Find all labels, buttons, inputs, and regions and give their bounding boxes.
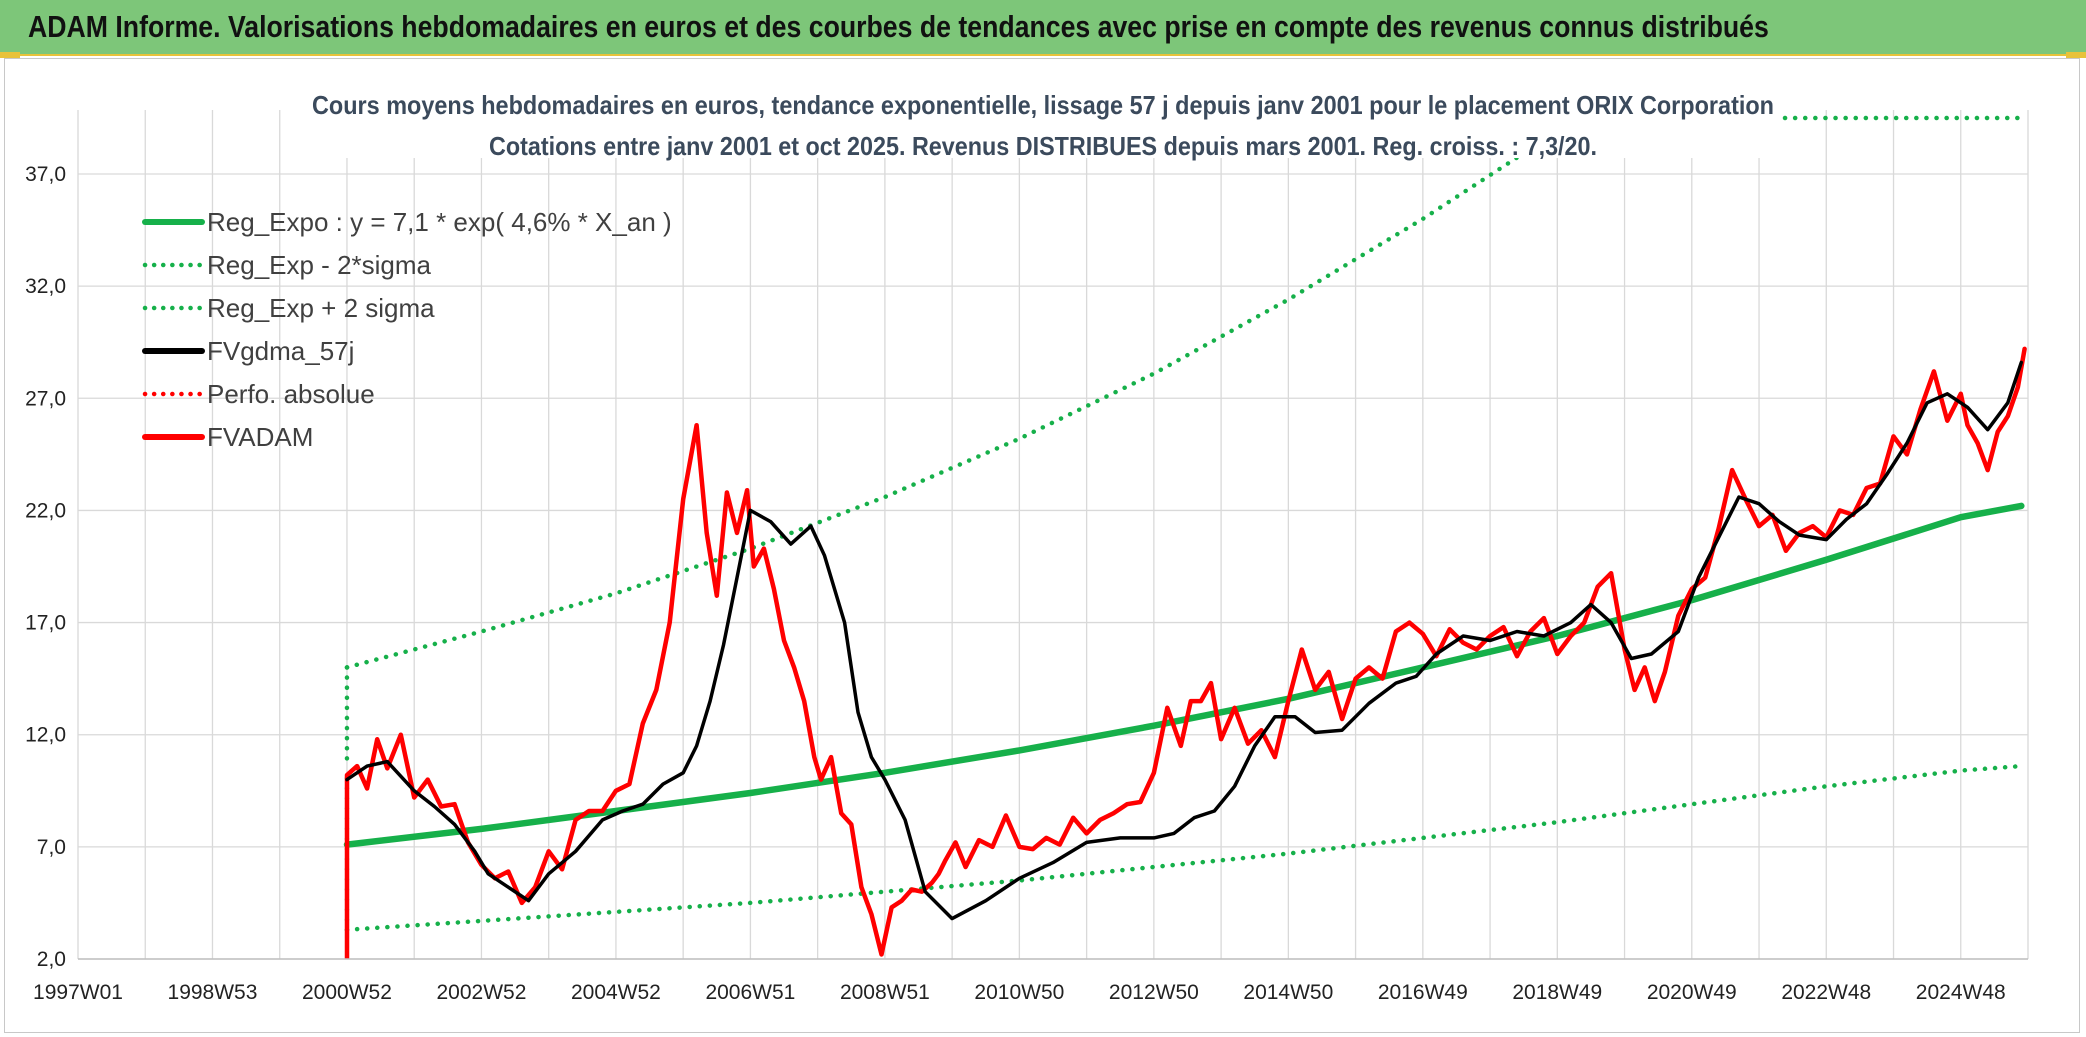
x-tick-label: 2016W49 bbox=[1378, 981, 1468, 1004]
x-tick-label: 2004W52 bbox=[571, 981, 661, 1004]
y-tick-label: 2,0 bbox=[37, 948, 66, 971]
x-tick-label: 2018W49 bbox=[1512, 981, 1602, 1004]
series-line-reg-expo bbox=[343, 502, 2025, 848]
report-header: ADAM Informe. Valorisations hebdomadaire… bbox=[0, 0, 2086, 56]
x-tick-label: 2000W52 bbox=[302, 981, 392, 1004]
x-tick-label: 2022W48 bbox=[1781, 981, 1871, 1004]
series-line-fvgdma-57j bbox=[345, 360, 2024, 921]
chart-frame bbox=[4, 58, 2080, 1033]
legend: Reg_Expo : y = 7,1 * exp( 4,6% * X_an ) R… bbox=[142, 207, 672, 452]
series-line-reg-exp-2-sigma bbox=[344, 115, 1585, 670]
x-tick-label: 2010W50 bbox=[974, 981, 1064, 1004]
chart-title-line-2: Cotations entre janv 2001 et oct 2025. R… bbox=[489, 131, 1597, 161]
x-tick-label: 1998W53 bbox=[168, 981, 258, 1004]
series-layer bbox=[343, 115, 2027, 959]
series-line-fvadam bbox=[344, 346, 2027, 959]
report-title: ADAM Informe. Valorisations hebdomadaire… bbox=[28, 9, 1769, 44]
y-tick-label: 32,0 bbox=[25, 275, 66, 298]
legend-label: FVADAM bbox=[207, 422, 313, 452]
legend-label: Reg_Exp - 2*sigma bbox=[207, 250, 432, 280]
x-tick-label: 2014W50 bbox=[1243, 981, 1333, 1004]
legend-label: Perfo. absolue bbox=[207, 379, 375, 409]
title-backdrop bbox=[308, 88, 1778, 158]
y-tick-label: 12,0 bbox=[25, 724, 66, 747]
x-tick-label: 1997W01 bbox=[33, 981, 123, 1004]
y-tick-label: 22,0 bbox=[25, 499, 66, 522]
corner-accent-right bbox=[2066, 52, 2086, 58]
x-tick-label: 2024W48 bbox=[1916, 981, 2006, 1004]
y-tick-label: 7,0 bbox=[37, 836, 66, 859]
series-line-reg-exp-2-sigma bbox=[344, 763, 2024, 933]
x-tick-label: 2006W51 bbox=[705, 981, 795, 1004]
legend-label: Reg_Expo : y = 7,1 * exp( 4,6% * X_an ) bbox=[207, 207, 672, 237]
y-tick-label: 37,0 bbox=[25, 163, 66, 186]
legend-label: Reg_Exp + 2 sigma bbox=[207, 293, 435, 323]
grid bbox=[77, 110, 2029, 960]
axes: 2,0 7,0 12,0 17,0 22,0 27,0 32,0 37,0 1997W01 199… bbox=[25, 163, 2028, 1004]
y-tick-label: 27,0 bbox=[25, 387, 66, 410]
legend-label: FVgdma_57j bbox=[207, 336, 354, 366]
x-tick-label: 2002W52 bbox=[436, 981, 526, 1004]
x-tick-label: 2012W50 bbox=[1109, 981, 1199, 1004]
x-tick-label: 2008W51 bbox=[840, 981, 930, 1004]
y-tick-label: 17,0 bbox=[25, 612, 66, 635]
corner-accent-left bbox=[0, 52, 20, 58]
chart-title-line-1: Cours moyens hebdomadaires en euros, ten… bbox=[312, 90, 1774, 120]
x-tick-label: 2020W49 bbox=[1647, 981, 1737, 1004]
